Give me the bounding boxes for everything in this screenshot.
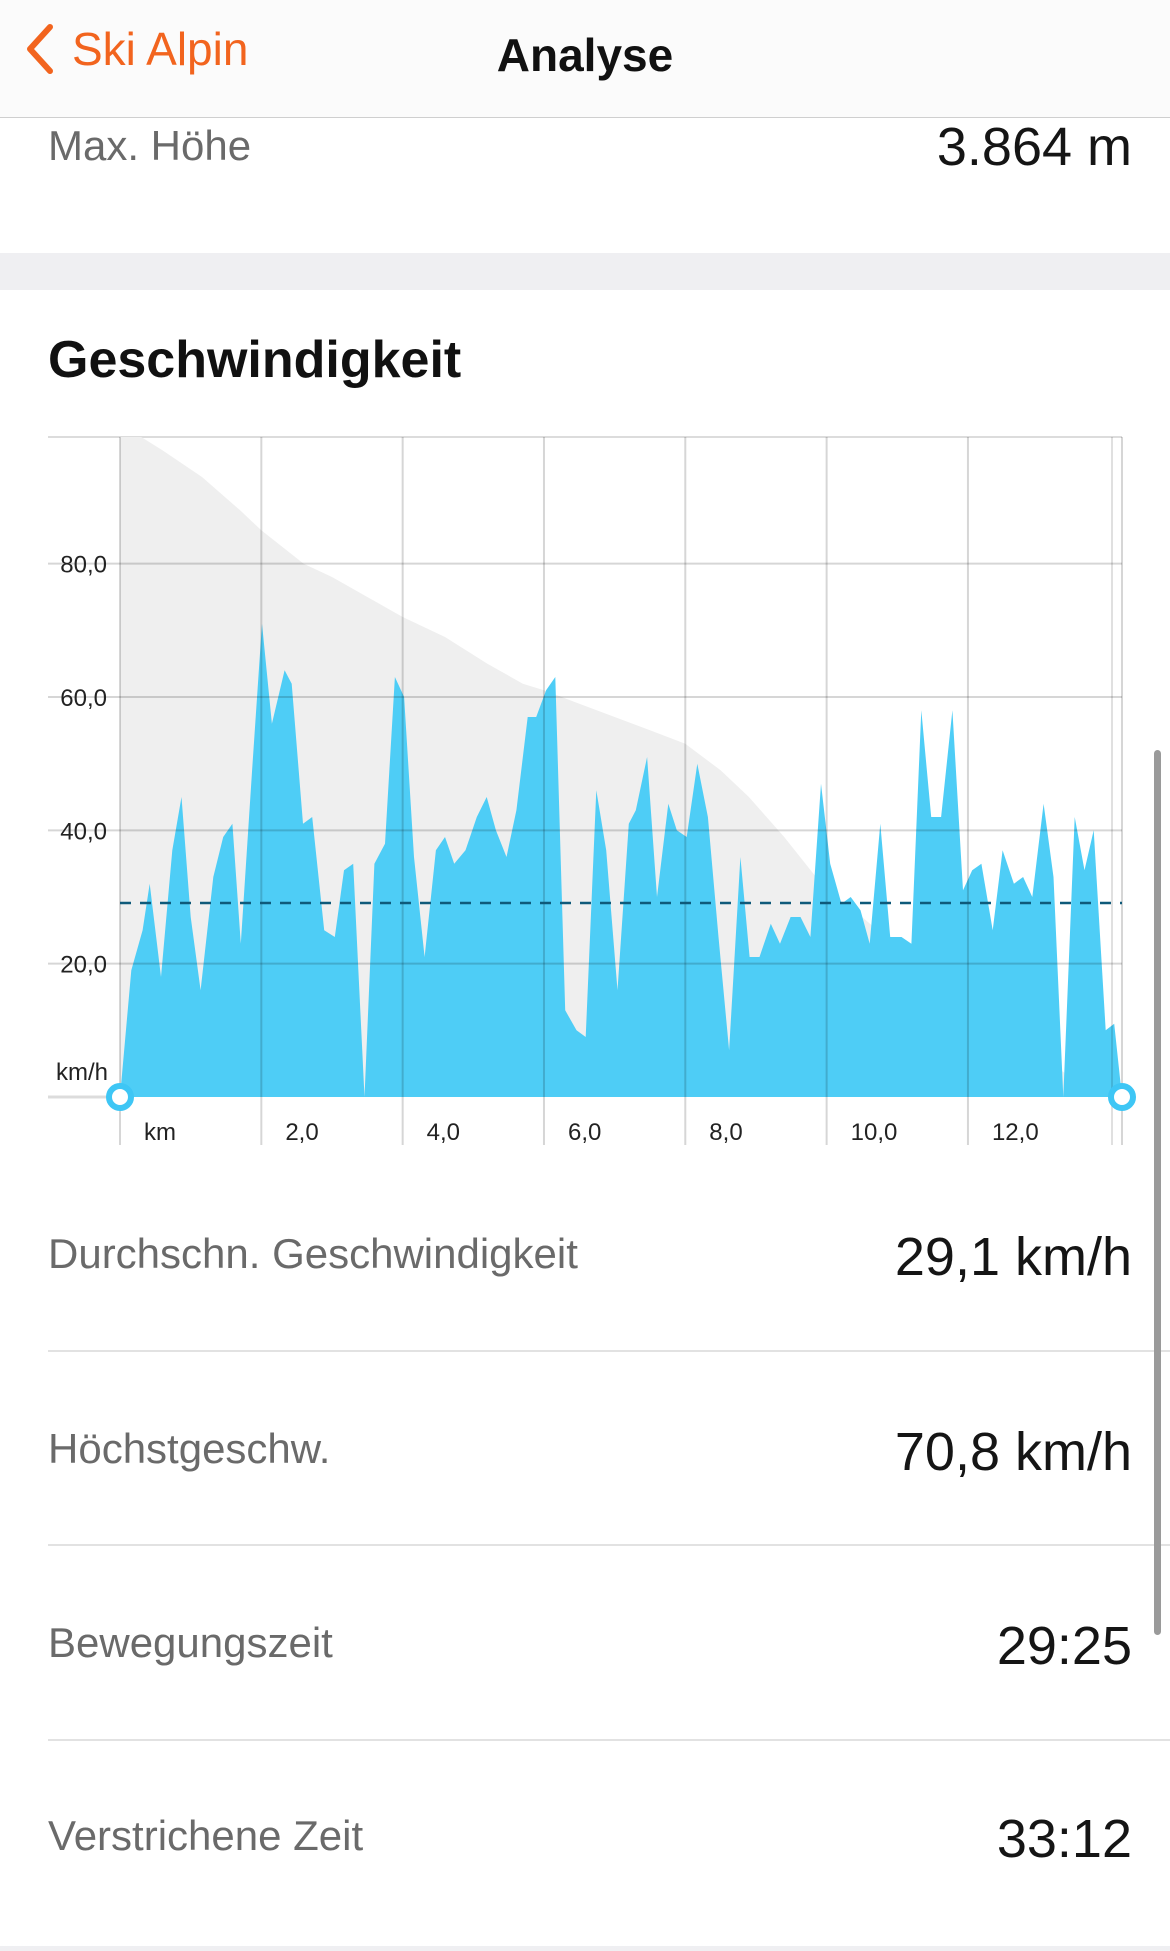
moving-time-value: 29:25 [996,1616,1132,1676]
range-handle-start[interactable] [106,1083,134,1111]
divider [48,1350,1170,1352]
y-tick-label: 60,0 [60,685,107,712]
y-tick-label: 40,0 [60,818,107,845]
back-label: Ski Alpin [72,23,249,75]
y-tick-label: 80,0 [60,552,107,579]
avg-speed-value: 29,1 km/h [894,1227,1132,1287]
max-height-value: 3.864 m [936,117,1132,177]
max-speed-value: 70,8 km/h [894,1422,1132,1482]
y-tick-label: 20,0 [60,952,107,979]
avg-speed-label: Durchschn. Geschwindigkeit [48,1230,578,1277]
y-axis-unit: km/h [56,1059,108,1086]
speed-area [120,623,1122,1097]
section-separator [0,253,1170,290]
scrollbar[interactable] [1154,750,1161,1635]
chevron-left-icon [27,24,53,74]
max-speed-label: Höchstgeschw. [48,1425,331,1472]
speed-section-title: Geschwindigkeit [48,331,462,389]
x-tick-label: 10,0 [851,1119,898,1146]
divider [48,1739,1170,1741]
page-title: Analyse [496,29,674,81]
back-button[interactable]: Ski Alpin [24,22,248,76]
elapsed-time-value: 33:12 [996,1809,1132,1869]
max-height-label: Max. Höhe [48,122,252,169]
elapsed-time-label: Verstrichene Zeit [48,1812,364,1859]
x-tick-label: 4,0 [427,1119,460,1146]
moving-time-label: Bewegungszeit [48,1619,333,1666]
x-tick-label: 12,0 [992,1119,1039,1146]
x-axis-unit: km [144,1119,176,1146]
range-handle-end[interactable] [1108,1083,1136,1111]
x-tick-label: 8,0 [709,1119,742,1146]
bottom-separator [0,1946,1170,1951]
navigation-bar [0,0,1170,118]
speed-chart[interactable]: 20,0 40,0 60,0 80,0 2,0 4,0 6,0 8,0 10,0 12,0 km/h… [0,0,1170,1160]
divider [48,1544,1170,1546]
x-tick-label: 2,0 [285,1119,318,1146]
x-tick-label: 6,0 [568,1119,601,1146]
